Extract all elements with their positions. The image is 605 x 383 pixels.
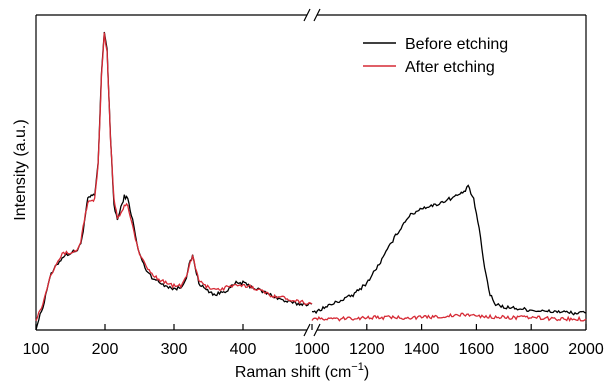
x-axis-title: Raman shift (cm−1) xyxy=(235,361,369,381)
x-tick-label-left: 200 xyxy=(92,341,119,358)
x-tick-label-right: 1600 xyxy=(459,341,495,358)
axis-break-mark xyxy=(303,323,311,337)
tick-labels: 100 200 300 400 1000 1200 1400 1600 1800 2000 xyxy=(23,341,604,358)
legend-label-before: Before etching xyxy=(405,36,508,53)
plot-area xyxy=(35,31,587,330)
series-line-after-etching-low xyxy=(35,32,313,322)
series-line-after-etching-high xyxy=(311,312,587,322)
x-tick-label-right: 1200 xyxy=(349,341,385,358)
x-tick-label-right: 1800 xyxy=(513,341,549,358)
x-axis-title-sup: −1 xyxy=(351,361,364,373)
x-tick-label-right: 1000 xyxy=(294,341,330,358)
series-line-before-etching-high xyxy=(311,184,587,316)
x-axis-title-close: ) xyxy=(364,364,369,381)
x-tick-label-right: 1400 xyxy=(404,341,440,358)
legend: Before etching After etching xyxy=(363,36,508,76)
legend-label-after: After etching xyxy=(405,59,495,76)
x-tick-label-left: 100 xyxy=(23,341,50,358)
x-axis-title-main: Raman shift (cm xyxy=(235,364,351,381)
axis-break-mark xyxy=(313,8,321,22)
x-tick-label-left: 300 xyxy=(161,341,188,358)
y-axis-title: Intensity (a.u.) xyxy=(12,119,29,220)
axis-break-mark xyxy=(313,323,321,337)
x-tick-label-left: 400 xyxy=(230,341,257,358)
axis-break-mark xyxy=(303,8,311,22)
x-tick-label-right: 2000 xyxy=(568,341,604,358)
chart-axes xyxy=(35,8,587,337)
